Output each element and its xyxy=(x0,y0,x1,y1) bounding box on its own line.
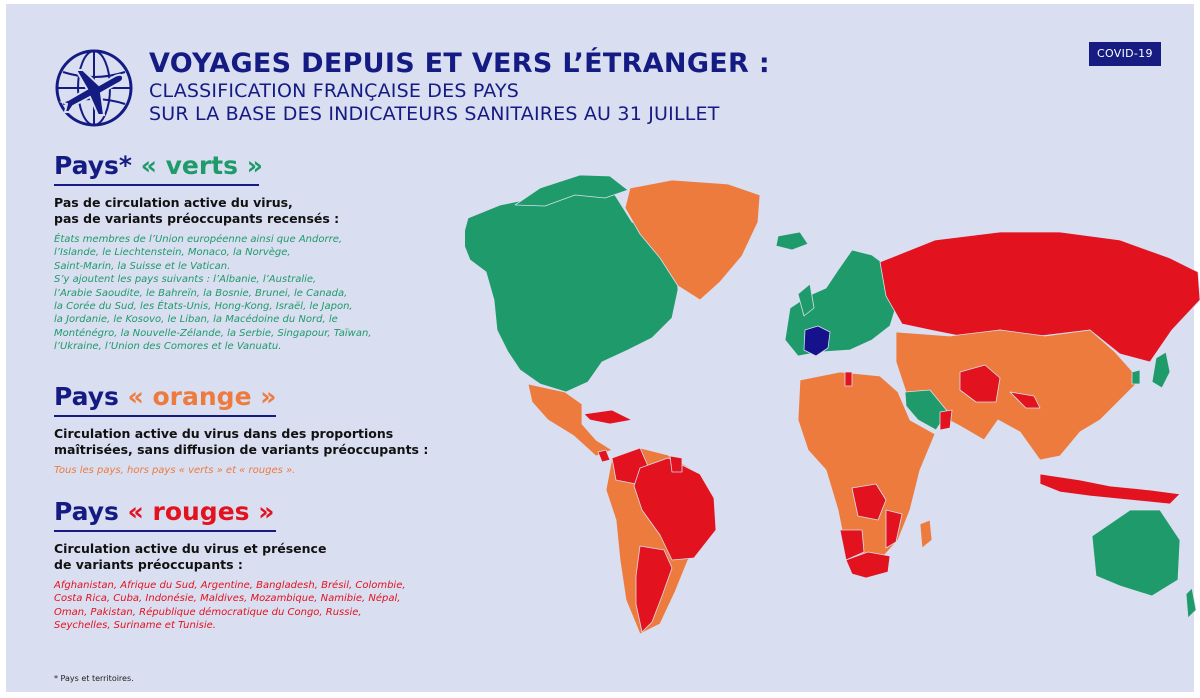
map-argentina xyxy=(635,545,673,633)
section-green-underline xyxy=(54,184,259,186)
map-suriname xyxy=(669,455,683,473)
map-japan xyxy=(1151,351,1171,389)
map-france xyxy=(803,325,831,357)
map-indonesia xyxy=(1039,473,1181,505)
section-green-country-list: États membres de l’Union européenne ains… xyxy=(54,234,372,353)
header: VOYAGES DEPUIS ET VERS L’ÉTRANGER : CLAS… xyxy=(149,48,770,126)
section-orange-title-highlight: « orange » xyxy=(127,382,277,411)
section-green-description: Pas de circulation active du virus, pas … xyxy=(54,195,340,226)
section-orange-title-prefix: Pays xyxy=(54,382,119,411)
world-map xyxy=(465,174,1200,635)
covid-badge: COVID-19 xyxy=(1089,42,1161,66)
section-green-title: Pays* « verts » xyxy=(54,151,454,181)
section-red: Pays « rouges » Circulation active du vi… xyxy=(54,497,454,633)
map-south-africa xyxy=(845,551,891,579)
map-new-zealand xyxy=(1185,587,1197,619)
map-brazil xyxy=(633,457,717,561)
map-namibia xyxy=(839,529,865,561)
map-arctic-islands xyxy=(514,174,629,207)
section-red-title-highlight: « rouges » xyxy=(127,497,275,526)
section-orange: Pays « orange » Circulation active du vi… xyxy=(54,382,454,477)
map-russia xyxy=(879,231,1200,363)
map-nepal-bangladesh xyxy=(1009,391,1041,409)
section-red-description: Circulation active du virus et présence … xyxy=(54,541,327,572)
map-greenland xyxy=(624,179,761,301)
section-green: Pays* « verts » Pas de circulation activ… xyxy=(54,151,454,354)
map-mexico xyxy=(527,383,613,457)
section-orange-description: Circulation active du virus dans des pro… xyxy=(54,426,429,457)
map-pakistan-afghanistan xyxy=(959,364,1001,403)
section-red-underline xyxy=(54,530,276,532)
map-mozambique xyxy=(885,509,903,549)
map-korea xyxy=(1131,369,1141,385)
section-red-title-prefix: Pays xyxy=(54,497,119,526)
map-tunisia xyxy=(844,371,853,387)
map-australia xyxy=(1091,509,1181,597)
section-green-title-prefix: Pays* xyxy=(54,151,133,180)
map-oman xyxy=(939,409,953,431)
map-costa-rica xyxy=(597,449,611,463)
section-red-title: Pays « rouges » xyxy=(54,497,454,527)
section-orange-underline xyxy=(54,415,276,417)
airplane-globe-icon xyxy=(55,49,133,127)
map-madagascar xyxy=(919,519,933,549)
section-green-title-highlight: « verts » xyxy=(140,151,263,180)
section-orange-title: Pays « orange » xyxy=(54,382,454,412)
map-iceland xyxy=(775,231,809,251)
map-saudi-arabia xyxy=(904,389,949,431)
page-title: VOYAGES DEPUIS ET VERS L’ÉTRANGER : xyxy=(149,48,770,79)
page-subtitle-line-1: CLASSIFICATION FRANÇAISE DES PAYS xyxy=(149,80,520,102)
section-red-country-list: Afghanistan, Afrique du Sud, Argentine, … xyxy=(54,580,406,632)
page-subtitle-line-2: SUR LA BASE DES INDICATEURS SANITAIRES A… xyxy=(149,103,720,125)
map-dr-congo xyxy=(851,483,887,521)
footnote: * Pays et territoires. xyxy=(54,674,134,683)
section-orange-country-list: Tous les pays, hors pays « verts » et « … xyxy=(54,465,296,476)
map-uk xyxy=(797,283,815,317)
map-cuba xyxy=(583,409,633,425)
